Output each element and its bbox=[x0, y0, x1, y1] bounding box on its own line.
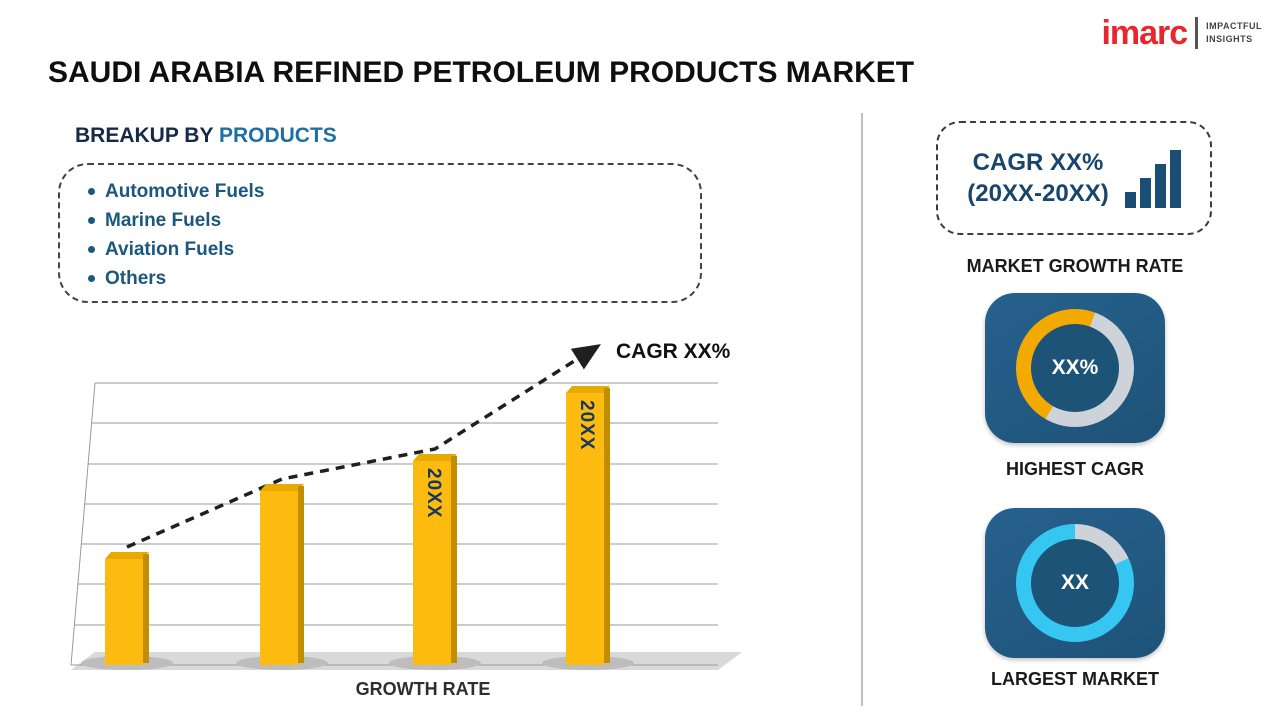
cagr-annotation: CAGR XX% bbox=[616, 340, 731, 363]
highest-cagr-tile: XX% bbox=[985, 293, 1165, 443]
breakup-heading-highlight: PRODUCTS bbox=[218, 124, 337, 147]
cagr-card-text: CAGR XX% (20XX-20XX) bbox=[967, 147, 1108, 209]
logo-divider bbox=[1195, 17, 1199, 49]
bar-chart-icon-bar bbox=[1169, 150, 1181, 208]
growth-rate-label: GROWTH RATE bbox=[355, 679, 491, 699]
breakup-item-list: Automotive Fuels Marine Fuels Aviation F… bbox=[60, 165, 700, 293]
bar-label: 20XX bbox=[423, 468, 444, 519]
bar-chart-icon-bar bbox=[1124, 192, 1136, 208]
largest-market-tile: XX bbox=[985, 508, 1165, 658]
largest-market-value: XX bbox=[1060, 571, 1089, 594]
chart-bar-top-face bbox=[105, 552, 149, 559]
largest-market-label: LARGEST MARKET bbox=[991, 669, 1159, 689]
breakup-item: Marine Fuels bbox=[88, 206, 700, 235]
growth-chart-canvas bbox=[70, 344, 742, 670]
chart-bar: 20XX bbox=[566, 386, 610, 665]
chart-gridlines bbox=[70, 382, 718, 666]
bullet-icon bbox=[88, 275, 95, 282]
breakup-item: Others bbox=[88, 264, 700, 293]
chart-bar-side-face bbox=[143, 554, 149, 663]
logo-tagline-line1: IMPACTFUL bbox=[1206, 20, 1262, 31]
breakup-item-label: Others bbox=[105, 268, 167, 289]
breakup-box: Automotive Fuels Marine Fuels Aviation F… bbox=[58, 163, 702, 303]
breakup-item-label: Aviation Fuels bbox=[105, 239, 235, 260]
breakup-item: Automotive Fuels bbox=[88, 177, 700, 206]
cagr-card-line2: (20XX-20XX) bbox=[967, 180, 1109, 207]
bullet-icon bbox=[88, 217, 95, 224]
trend-arrow bbox=[126, 344, 601, 549]
chart-bar-top-face bbox=[566, 386, 610, 393]
market-growth-rate-label: MARKET GROWTH RATE bbox=[966, 256, 1184, 276]
chart-bar-top-face bbox=[260, 484, 304, 491]
logo-tagline-line2: INSIGHTS bbox=[1206, 34, 1253, 44]
largest-market-donut: XX bbox=[1016, 524, 1134, 642]
chart-bar: 20XX bbox=[413, 454, 457, 665]
chart-bar-side-face bbox=[604, 388, 610, 663]
bar-chart-icon bbox=[1124, 148, 1181, 208]
highest-cagr-value: XX% bbox=[1051, 356, 1099, 379]
chart-bar-front-face bbox=[566, 393, 604, 665]
chart-bar-top-face bbox=[413, 454, 457, 461]
chart-bar-side-face bbox=[298, 486, 304, 663]
highest-cagr-donut: XX% bbox=[1016, 309, 1134, 427]
chart-bar-front-face bbox=[260, 491, 298, 665]
chart-bar bbox=[260, 484, 304, 665]
chart-bar-front-face bbox=[105, 559, 143, 665]
breakup-item: Aviation Fuels bbox=[88, 235, 700, 264]
logo-tagline: IMPACTFUL INSIGHTS bbox=[1206, 20, 1262, 46]
imarc-logo: imarc IMPACTFUL INSIGHTS bbox=[1101, 16, 1262, 50]
breakup-heading-prefix: BREAKUP BY bbox=[75, 124, 219, 147]
cagr-card-line1: CAGR XX% bbox=[972, 148, 1104, 176]
chart-bar-front-face bbox=[413, 461, 451, 665]
bar-label: 20XX bbox=[576, 400, 597, 451]
bullet-icon bbox=[88, 246, 95, 253]
bullet-icon bbox=[88, 188, 95, 195]
chart-bar-side-face bbox=[451, 456, 457, 663]
highest-cagr-label: HIGHEST CAGR bbox=[1005, 459, 1144, 479]
section-divider bbox=[861, 113, 863, 706]
page-title: SAUDI ARABIA REFINED PETROLEUM PRODUCTS … bbox=[48, 56, 915, 89]
breakup-heading: BREAKUP BY PRODUCTS bbox=[75, 124, 337, 148]
breakup-item-label: Marine Fuels bbox=[105, 210, 222, 231]
bar-chart-icon-bar bbox=[1139, 178, 1151, 208]
chart-bar bbox=[105, 552, 149, 665]
logo-brand-text: imarc bbox=[1101, 14, 1188, 52]
breakup-item-label: Automotive Fuels bbox=[105, 181, 265, 202]
bar-chart-icon-bar bbox=[1154, 164, 1166, 208]
cagr-card: CAGR XX% (20XX-20XX) bbox=[936, 121, 1212, 235]
